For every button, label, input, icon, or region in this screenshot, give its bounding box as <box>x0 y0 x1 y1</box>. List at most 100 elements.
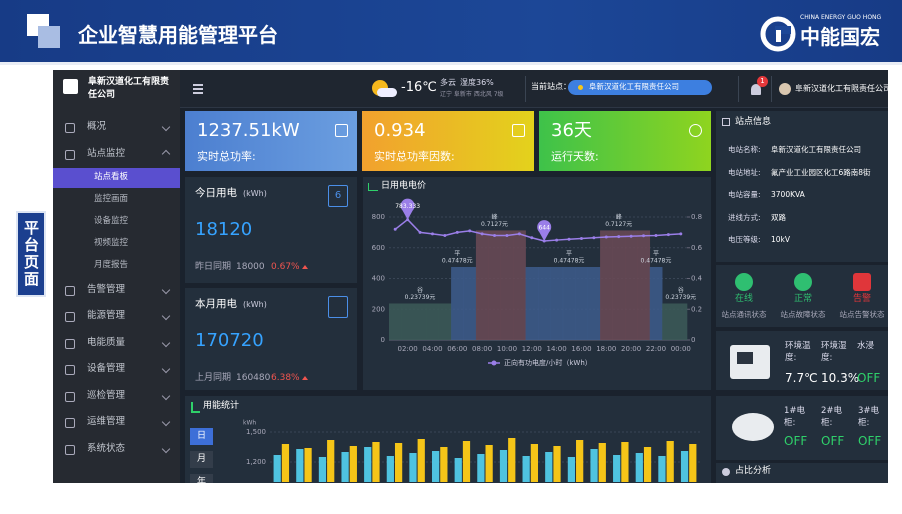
bell[interactable] <box>751 84 761 95</box>
power-point <box>393 227 397 231</box>
price-bar <box>637 230 651 340</box>
usage-bar <box>296 449 304 482</box>
calendar-icon <box>328 185 348 207</box>
company-name: 阜新汉道化工有限责任公司 <box>88 77 170 100</box>
period-button[interactable]: 日 <box>190 428 213 445</box>
change-value: 6.38% <box>271 373 300 383</box>
info-panel <box>716 111 888 262</box>
power-point <box>579 237 583 241</box>
extreme-label: 783.333 <box>395 203 420 210</box>
smoke-detector <box>732 413 774 441</box>
status-icon <box>794 273 812 291</box>
menu-item[interactable]: 电能质量 <box>87 336 126 348</box>
period-button[interactable]: 月 <box>190 451 213 468</box>
submenu-item[interactable]: 设备监控 <box>94 215 129 226</box>
menu-item[interactable]: 设备管理 <box>87 363 126 374</box>
submenu-item[interactable]: 月度报告 <box>94 259 129 270</box>
usage-bar <box>598 443 606 482</box>
menu-item[interactable]: 告警管理 <box>87 283 126 295</box>
x-tick-label: 02:00 <box>398 345 418 353</box>
usage-bar <box>576 440 584 482</box>
price-label: 0.23739元 <box>665 294 696 301</box>
extreme-pin <box>537 220 552 241</box>
menu-item[interactable]: 站点监控 <box>87 147 126 159</box>
company-logo <box>63 79 78 94</box>
usage-title: 用能统计 <box>203 401 240 411</box>
power-point <box>666 233 670 237</box>
info-value: 阜新汉道化工有限责任公司 <box>771 145 861 154</box>
usage-bar <box>613 455 621 482</box>
power-point <box>642 234 646 238</box>
usage-bar <box>440 447 448 482</box>
power-point <box>480 232 484 236</box>
change-arrow <box>302 376 308 380</box>
menu-toggle-line <box>193 88 203 90</box>
y-tick-label: 800 <box>372 213 385 221</box>
power-point <box>567 237 571 241</box>
tier-label: 谷 <box>417 286 423 294</box>
x-tick-label: 10:00 <box>497 345 517 353</box>
overlay: 0 200 400 600 800 0 0.2 0.4 0.6 0.8 02:00 04:00 06:0… <box>243 198 703 482</box>
usage-bar <box>327 440 335 482</box>
compare-label: 昨日同期 <box>195 262 232 272</box>
brand-subtitle: CHINA ENERGY GUO HONG <box>800 14 882 21</box>
location: 辽宁 阜新市 西北风 7级 <box>440 91 504 98</box>
y-tick-label: 1,500 <box>246 428 266 436</box>
kpi-card <box>185 111 357 171</box>
price-bar <box>662 303 675 340</box>
kpi-value: 36天 <box>551 120 592 141</box>
y-axis-label: kWh <box>243 420 256 427</box>
info-label: 电压等级: <box>728 235 761 244</box>
menu-item[interactable]: 运维管理 <box>87 416 126 427</box>
price-bar <box>600 230 613 340</box>
x-tick-label: 00:00 <box>671 345 691 353</box>
power-point <box>517 232 521 236</box>
price-bar <box>624 230 638 340</box>
price-bar <box>463 267 477 340</box>
env-label: 环境湿度: <box>821 341 847 363</box>
price-bar <box>525 267 539 340</box>
kpi-card <box>539 111 711 171</box>
x-tick-label: 22:00 <box>646 345 666 353</box>
info-value: 氟产业工业园区化工6路南8街 <box>771 167 871 177</box>
submenu-item[interactable]: 监控画面 <box>94 193 129 204</box>
kpi-icon <box>512 124 525 137</box>
price-title-icon <box>368 183 378 191</box>
env-value: OFF <box>857 371 881 385</box>
site-name: 阜新汉道化工有限责任公司 <box>589 82 679 91</box>
menu-item[interactable]: 能源管理 <box>87 310 126 321</box>
x-tick-label: 16:00 <box>571 345 591 353</box>
user-name[interactable]: 阜新汉道化工有限责任公司 <box>795 84 888 93</box>
submenu-item[interactable]: 站点看板 <box>94 171 129 182</box>
menu-icon <box>65 123 75 133</box>
price-bar <box>488 230 502 340</box>
price-bar <box>674 303 688 340</box>
ratio-icon <box>722 468 730 476</box>
power-point <box>592 236 596 240</box>
menu-item[interactable]: 概况 <box>87 121 107 132</box>
info-value: 双路 <box>771 212 786 222</box>
power-line <box>394 218 681 242</box>
menu-toggle-line <box>193 92 203 94</box>
menu-item[interactable]: 巡检管理 <box>87 389 126 401</box>
menu-item[interactable]: 系统状态 <box>87 442 126 454</box>
tier-label: 平 <box>566 251 572 258</box>
x-tick-label: 14:00 <box>547 345 567 353</box>
site-label: 当前站点： <box>531 82 571 91</box>
submenu-item[interactable]: 视频监控 <box>94 237 129 248</box>
power-point <box>629 234 633 238</box>
site-select[interactable] <box>568 80 712 95</box>
avatar <box>779 83 791 95</box>
usage-bar <box>621 442 629 482</box>
usage-bar <box>530 444 539 482</box>
power-point <box>443 233 447 237</box>
status-label: 站点告警状态 <box>839 310 885 319</box>
env-label: 环境温度: <box>785 341 811 363</box>
kpi-label: 实时总功率因数: <box>374 150 455 163</box>
sidebar <box>53 70 180 483</box>
info-label: 进线方式: <box>728 212 761 222</box>
legend-label: 正向有功电度/小时（kWh） <box>504 358 592 367</box>
period-button[interactable]: 年 <box>190 474 213 483</box>
usage-bar <box>417 439 425 482</box>
